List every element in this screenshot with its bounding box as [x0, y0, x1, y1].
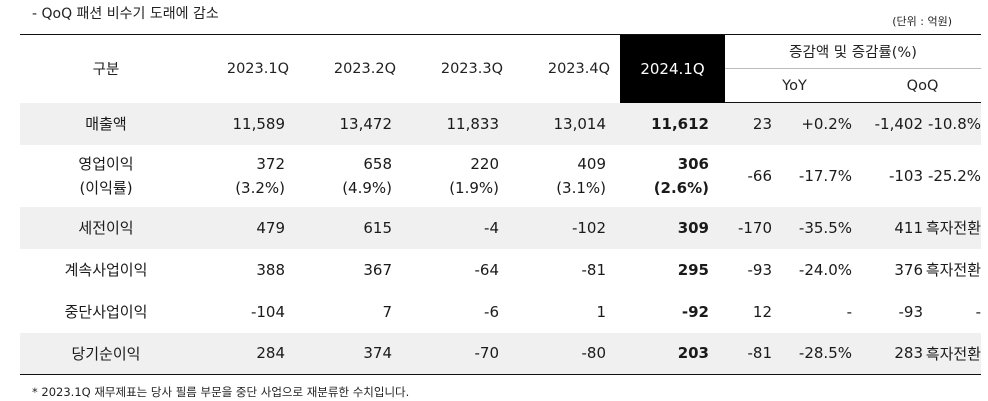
- cell: 615: [299, 206, 406, 249]
- header-note: - QoQ 패션 비수기 도래에 감소: [32, 6, 219, 22]
- table-row: 세전이익 479 615 -4 -102 309 -170 -35.5% 411…: [20, 206, 982, 249]
- header-yoy: YoY: [725, 68, 864, 103]
- cell: 1: [596, 302, 606, 321]
- cell-margin: (3.1%): [556, 178, 606, 197]
- cell: 11,589: [192, 102, 299, 145]
- cell-qoq-pct: 흑자전환: [925, 261, 982, 279]
- cell: 374: [299, 332, 406, 375]
- cell: -6: [484, 302, 499, 321]
- row-label: 중단사업이익: [64, 303, 148, 321]
- header-label: 구분: [92, 62, 120, 79]
- header-qoq: QoQ: [864, 68, 982, 103]
- unit-label: (단위 : 억원): [892, 15, 952, 28]
- cell: 11,833: [406, 102, 513, 145]
- cell-value: 372: [256, 154, 285, 173]
- cell-yoy-pct: -28.5%: [772, 332, 864, 375]
- cell-yoy-pct: +0.2%: [772, 102, 864, 145]
- row-label-sub: (이익률): [79, 178, 133, 197]
- header-quarter: 2023.1Q: [226, 60, 289, 77]
- cell-yoy-value: 23: [725, 102, 772, 145]
- cell-current: 11,612: [620, 102, 725, 145]
- cell: -64: [474, 260, 500, 279]
- header-current-quarter: 2024.1Q: [620, 34, 725, 103]
- cell-value: 220: [470, 154, 499, 173]
- header-quarter: 2023.4Q: [547, 60, 610, 77]
- cell-qoq-value: -1,402: [864, 102, 923, 145]
- cell: 367: [363, 260, 392, 279]
- cell-yoy-value: 12: [752, 302, 772, 321]
- table-row: 영업이익 (이익률) 372 (3.2%) 658 (4.9%) 220 (1.…: [20, 145, 981, 207]
- table-row: 매출액 11,589 13,472 11,833 13,014 11,612 2…: [20, 102, 982, 145]
- row-label: 영업이익 (이익률): [20, 145, 192, 207]
- cell: 372 (3.2%): [192, 145, 299, 207]
- header-quarter: 2023.2Q: [333, 60, 396, 77]
- cell: -4: [406, 206, 513, 249]
- cell-yoy-value: -66: [747, 166, 773, 185]
- header-quarter: 2023.3Q: [440, 60, 503, 77]
- cell: -70: [406, 332, 513, 375]
- cell-qoq-value: 376: [894, 260, 923, 279]
- cell-margin: (1.9%): [449, 178, 499, 197]
- cell: 388: [256, 260, 285, 279]
- cell: 7: [382, 302, 392, 321]
- cell: -102: [513, 206, 620, 249]
- cell-qoq-pct: 흑자전환: [923, 332, 982, 375]
- cell-qoq-pct: -10.8%: [923, 102, 982, 145]
- cell-qoq-value: 411: [864, 206, 923, 249]
- row-label: 당기순이익: [20, 332, 192, 375]
- cell-margin: (3.2%): [235, 178, 285, 197]
- cell-yoy-pct: -24.0%: [798, 260, 852, 279]
- footnote: * 2023.1Q 재무제표는 당사 필름 부문을 중단 사업으로 재분류한 수…: [32, 385, 410, 399]
- cell-current: 309: [620, 206, 725, 249]
- cell-margin: (2.6%): [653, 178, 709, 197]
- cell-yoy-value: -81: [725, 332, 772, 375]
- cell: -81: [581, 260, 607, 279]
- table-row: 계속사업이익 388 367 -64 -81 295 -93 -24.0% 37…: [20, 249, 981, 291]
- cell-yoy-pct: -: [846, 302, 852, 321]
- cell-yoy-pct: -35.5%: [772, 206, 864, 249]
- cell: 13,014: [513, 102, 620, 145]
- financial-table: 구분 2023.1Q 2023.2Q 2023.3Q 2023.4Q 2024.…: [20, 34, 982, 375]
- cell-qoq-pct: -25.2%: [927, 166, 982, 185]
- cell: 409 (3.1%): [513, 145, 620, 207]
- cell-value: 306: [677, 154, 709, 173]
- cell: 479: [192, 206, 299, 249]
- row-label: 세전이익: [20, 206, 192, 249]
- cell-qoq-value: -103: [888, 166, 923, 185]
- cell-yoy-value: -170: [725, 206, 772, 249]
- row-label: 계속사업이익: [64, 261, 148, 279]
- cell-current: -92: [681, 302, 709, 321]
- table-row: 중단사업이익 -104 7 -6 1 -92 12 - -93 -: [20, 291, 981, 333]
- cell-yoy-pct: -17.7%: [798, 166, 852, 185]
- cell-current: 306 (2.6%): [620, 145, 725, 207]
- cell: 284: [192, 332, 299, 375]
- table-row: 당기순이익 284 374 -70 -80 203 -81 -28.5% 283…: [20, 332, 982, 375]
- cell-value: 409: [577, 154, 606, 173]
- cell: -104: [250, 302, 285, 321]
- row-label: 매출액: [20, 102, 192, 145]
- cell-qoq-value: 283: [864, 332, 923, 375]
- cell-qoq-pct: -: [975, 302, 982, 321]
- header-change-title: 증감액 및 증감률(%): [789, 45, 917, 61]
- cell-qoq-pct: 흑자전환: [923, 206, 982, 249]
- cell: 220 (1.9%): [406, 145, 513, 207]
- cell-qoq-value: -93: [898, 302, 924, 321]
- cell-margin: (4.9%): [342, 178, 392, 197]
- cell-current: 203: [620, 332, 725, 375]
- cell-yoy-value: -93: [747, 260, 773, 279]
- cell: -80: [513, 332, 620, 375]
- row-label-main: 영업이익: [78, 154, 134, 173]
- cell-value: 658: [363, 154, 392, 173]
- cell: 658 (4.9%): [299, 145, 406, 207]
- cell-current: 295: [677, 260, 709, 279]
- cell: 13,472: [299, 102, 406, 145]
